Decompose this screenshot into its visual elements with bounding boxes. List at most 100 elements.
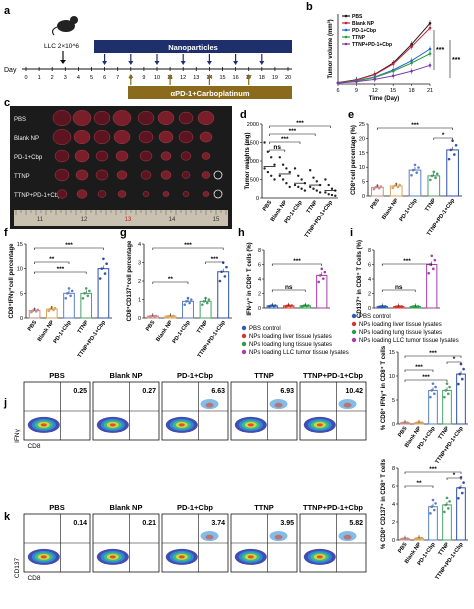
day-tick-label: 2 <box>51 75 54 81</box>
y-tick-label: 0 <box>256 196 259 202</box>
data-point <box>309 185 312 189</box>
data-point <box>327 183 330 187</box>
tumor-sample <box>95 169 109 181</box>
data-point <box>263 141 266 144</box>
significance-label: *** <box>65 242 73 249</box>
tumor-sample <box>142 191 150 197</box>
data-point <box>266 150 270 153</box>
positive-population-core <box>205 534 214 540</box>
panel-b: b 6 9 12 15 18 21 Time (Day) Tumor volume (mm³)… <box>306 1 460 102</box>
x-tick-label: TTNP+PD-1+Cbp <box>434 425 465 465</box>
data-point <box>202 300 206 303</box>
panel-letter-j: j <box>3 397 7 409</box>
flow-x-label: CD8 <box>27 575 40 582</box>
panel-letter-i: i <box>350 227 353 239</box>
data-point <box>444 389 447 392</box>
y-tick-label: 1000 <box>247 159 259 165</box>
y-tick-label: 4 <box>392 502 395 508</box>
data-point <box>459 362 463 366</box>
y-tick-label: 2 <box>138 279 141 285</box>
tumor-sample <box>181 171 191 179</box>
data-point <box>285 182 288 185</box>
data-point <box>330 187 334 190</box>
density-contour <box>316 555 323 559</box>
data-point <box>334 194 337 197</box>
dosing-arrows <box>102 54 265 85</box>
data-point <box>36 308 40 312</box>
data-point <box>430 254 434 258</box>
y-tick-label: 10 <box>359 165 365 171</box>
bar <box>442 389 452 425</box>
data-point <box>288 170 291 174</box>
data-point <box>432 170 436 174</box>
data-point <box>396 185 400 189</box>
data-point <box>207 298 211 301</box>
data-point <box>320 267 324 271</box>
tumor-sample <box>201 171 211 179</box>
data-point <box>374 186 377 189</box>
density-contour <box>109 555 116 559</box>
data-point <box>447 507 450 510</box>
legend-marker <box>344 28 348 32</box>
bar <box>456 487 466 541</box>
data-point <box>285 167 288 170</box>
tumor-sample <box>73 129 91 145</box>
data-point <box>293 167 297 170</box>
cd137-in-cd8-chart: 0 2 4 6 8 CD137⁺ in CD8⁺ T Cells (%) *** ns <box>356 240 440 318</box>
y-tick-label: 0 <box>362 194 365 200</box>
flow-group-title: TTNP <box>254 371 274 380</box>
positive-population-core <box>274 534 283 540</box>
tumor-sample <box>113 129 131 145</box>
tumor-sample <box>72 110 92 126</box>
day-tick-label: 15 <box>219 75 225 81</box>
data-point <box>447 392 450 396</box>
data-point <box>185 300 188 303</box>
nanoparticle-dose-arrow-head <box>259 61 265 65</box>
panel-a: a LLC 2×10^6 Nanoparticles Day 012345678… <box>4 5 292 99</box>
quadrant-percentage: 6.63 <box>211 388 225 395</box>
x-tick-label: TTNP <box>437 425 450 440</box>
significance-bracket <box>381 263 433 266</box>
data-point <box>81 296 85 300</box>
significance-label: *** <box>289 128 297 135</box>
data-point <box>223 275 227 278</box>
data-point <box>433 392 436 396</box>
significance-bracket <box>404 379 448 382</box>
significance-label: *** <box>429 466 437 473</box>
data-point <box>88 289 91 293</box>
quadrant-percentage: 0.27 <box>142 388 156 395</box>
x-tick-label: PBS <box>397 541 409 554</box>
data-point <box>434 176 437 180</box>
data-point <box>218 279 222 283</box>
legend-h: PBS control NPs loading liver tissue lysa… <box>241 325 349 356</box>
bar <box>97 268 110 319</box>
tumor-row-label: TTNP <box>14 174 30 180</box>
flow-y-label: CD137 <box>14 557 21 578</box>
y-tick-label: 1500 <box>247 141 259 147</box>
mouse-icon <box>51 16 78 36</box>
significance-label: *** <box>281 136 289 143</box>
y-axis-label: % CD8⁺ CD137⁺ in CD8⁺ T cells <box>380 458 387 549</box>
legend-marker <box>344 21 348 25</box>
x-tick-label: TTNP <box>77 319 90 334</box>
legend-label: TTNP+PD-1+Cbp <box>352 42 392 48</box>
significance-bracket <box>271 263 323 266</box>
significance-bracket <box>271 289 306 292</box>
density-contour <box>40 423 47 427</box>
tumor-row-label: Blank NP <box>14 136 39 142</box>
data-point <box>172 314 175 318</box>
legend-label: Blank NP <box>352 21 375 27</box>
data-point <box>318 274 322 277</box>
significance-label: *** <box>415 364 423 371</box>
series-line <box>337 27 431 84</box>
day-tick-label: 19 <box>272 75 278 81</box>
data-point <box>324 191 327 194</box>
data-point <box>434 502 437 505</box>
data-point <box>318 191 322 194</box>
day-tick-label: 12 <box>180 75 186 81</box>
flow-group-title: PD-1+Cbp <box>177 371 213 380</box>
